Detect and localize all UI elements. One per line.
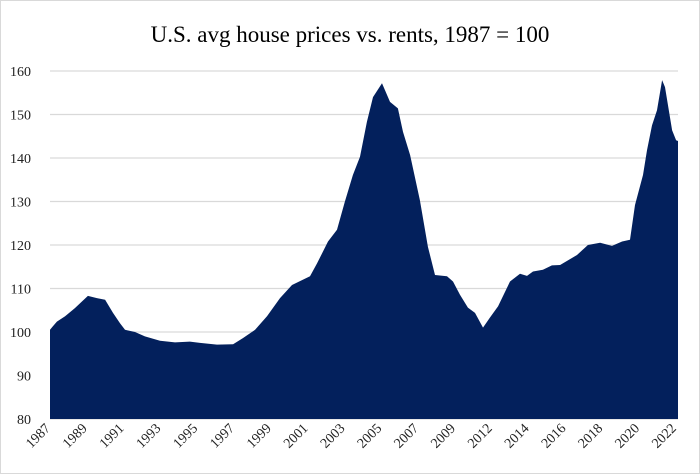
x-tick-label: 1995	[171, 421, 201, 451]
x-tick-label: 2022	[649, 421, 679, 451]
x-tick-label: 2001	[281, 421, 311, 451]
y-axis-ticks: 80 90 100 110 120 130 140 150 160	[10, 65, 31, 428]
x-tick-label: 2016	[539, 421, 569, 451]
x-tick-label: 2003	[318, 421, 348, 451]
x-tick-label: 2009	[428, 421, 458, 451]
x-tick-label: 2012	[465, 421, 495, 451]
x-tick-label: 2020	[613, 421, 643, 451]
y-tick-label: 140	[10, 152, 31, 167]
y-tick-label: 130	[10, 196, 31, 211]
area-series	[50, 80, 678, 419]
y-tick-label: 150	[10, 109, 31, 124]
y-tick-label: 110	[11, 283, 31, 298]
y-tick-label: 90	[17, 370, 31, 385]
y-tick-label: 100	[10, 326, 31, 341]
x-tick-label: 1993	[134, 421, 164, 451]
plot-area	[50, 80, 678, 419]
x-tick-label: 1991	[97, 421, 127, 451]
x-tick-label: 2014	[502, 421, 532, 451]
x-tick-label: 1999	[244, 421, 274, 451]
x-tick-label: 2018	[576, 421, 606, 451]
x-axis-ticks: 1987 1989 1991 1993 1995 1997 1999 2001 2003 2005…	[23, 421, 679, 451]
x-tick-label: 1989	[60, 421, 90, 451]
x-tick-label: 2007	[392, 421, 422, 451]
y-tick-label: 80	[17, 413, 31, 428]
x-tick-label: 1997	[208, 421, 238, 451]
y-tick-label: 120	[10, 239, 31, 254]
x-tick-label: 2005	[355, 421, 385, 451]
chart-title: U.S. avg house prices vs. rents, 1987 = …	[151, 22, 550, 47]
y-tick-label: 160	[10, 65, 31, 80]
